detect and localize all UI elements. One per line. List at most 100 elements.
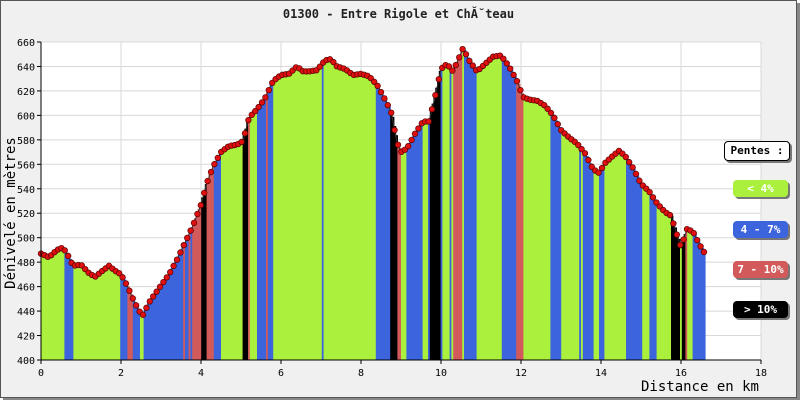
slope-strip bbox=[573, 141, 577, 360]
slope-strip bbox=[671, 215, 674, 360]
slope-strip bbox=[519, 88, 523, 360]
elevation-point bbox=[636, 177, 643, 184]
slope-strip bbox=[564, 133, 568, 360]
slope-strip bbox=[323, 60, 326, 360]
slope-strip bbox=[338, 66, 341, 361]
x-tick-label: 8 bbox=[358, 368, 364, 379]
y-tick-label: 600 bbox=[17, 111, 35, 122]
slope-strip bbox=[518, 83, 521, 361]
slope-strip bbox=[368, 76, 371, 361]
slope-strip bbox=[222, 149, 226, 360]
slope-strip bbox=[482, 65, 485, 361]
elevation-point bbox=[432, 92, 439, 99]
slope-strip bbox=[609, 157, 613, 360]
slope-strip bbox=[68, 255, 71, 360]
elevation-point bbox=[262, 94, 269, 101]
slope-strip bbox=[183, 242, 186, 360]
elevation-point bbox=[252, 108, 259, 115]
slope-strip bbox=[350, 73, 353, 360]
elevation-point bbox=[649, 194, 657, 201]
slope-strip bbox=[383, 95, 386, 361]
elevation-point bbox=[507, 65, 514, 72]
elevation-point bbox=[575, 141, 582, 149]
slope-strip bbox=[602, 164, 605, 360]
slope-strip bbox=[379, 89, 382, 361]
elevation-point bbox=[381, 95, 388, 102]
slope-strip bbox=[395, 135, 398, 360]
slope-strip bbox=[129, 290, 132, 360]
slope-strip bbox=[329, 59, 332, 360]
slope-strip bbox=[179, 250, 182, 360]
slope-strip bbox=[206, 178, 209, 360]
slope-strip bbox=[478, 68, 481, 361]
slope-strip bbox=[224, 147, 227, 360]
elevation-point bbox=[384, 102, 391, 109]
slope-strip bbox=[330, 59, 334, 360]
elevation-point bbox=[547, 109, 555, 117]
slope-strip bbox=[296, 66, 299, 360]
slope-strip bbox=[559, 127, 562, 360]
slope-strip bbox=[122, 276, 125, 360]
elevation-point bbox=[146, 298, 153, 305]
elevation-point bbox=[408, 136, 415, 144]
slope-strip bbox=[539, 102, 542, 360]
slope-strip bbox=[96, 273, 100, 360]
slope-strip bbox=[255, 109, 258, 361]
slope-strip bbox=[210, 169, 213, 360]
slope-strip bbox=[230, 145, 233, 360]
elevation-point bbox=[65, 252, 72, 260]
y-tick-label: 620 bbox=[17, 87, 35, 98]
slope-strip bbox=[464, 50, 467, 361]
elevation-point bbox=[156, 283, 164, 290]
slope-strip bbox=[102, 269, 105, 360]
slope-strip bbox=[345, 69, 348, 360]
elevation-point bbox=[653, 199, 660, 206]
slope-strip bbox=[186, 234, 190, 360]
slope-strip bbox=[392, 116, 395, 360]
slope-strip bbox=[51, 253, 55, 360]
slope-strip bbox=[352, 74, 355, 360]
slope-strip bbox=[638, 179, 641, 360]
slope-strip bbox=[347, 70, 350, 361]
slope-strip bbox=[597, 171, 600, 360]
elevation-point bbox=[500, 55, 507, 62]
slope-strip bbox=[260, 101, 263, 360]
x-tick-label: 10 bbox=[435, 368, 447, 379]
slope-strip bbox=[366, 75, 370, 361]
slope-strip bbox=[451, 69, 454, 361]
slope-strip bbox=[287, 73, 290, 360]
slope-strip bbox=[118, 272, 121, 360]
slope-strip bbox=[660, 206, 663, 360]
slope-strip bbox=[422, 121, 425, 360]
slope-strip bbox=[537, 101, 541, 360]
slope-strip bbox=[176, 257, 179, 360]
elevation-point bbox=[377, 88, 385, 96]
elevation-point bbox=[167, 269, 174, 276]
slope-strip bbox=[462, 50, 465, 361]
slope-strip bbox=[604, 161, 607, 360]
slope-strip bbox=[46, 256, 49, 360]
slope-strip bbox=[282, 74, 285, 360]
slope-strip bbox=[237, 143, 240, 360]
slope-strip bbox=[667, 213, 670, 360]
slope-strip bbox=[41, 253, 44, 360]
elevation-point bbox=[150, 293, 157, 300]
slope-strip bbox=[631, 165, 634, 360]
slope-strip bbox=[93, 275, 96, 360]
slope-strip bbox=[156, 289, 159, 360]
slope-strip bbox=[327, 59, 330, 361]
slope-strip bbox=[375, 83, 379, 360]
slope-strip bbox=[417, 127, 420, 360]
slope-strip bbox=[626, 157, 629, 360]
slope-strip bbox=[397, 143, 400, 360]
elevation-point bbox=[133, 302, 140, 309]
slope-strip bbox=[318, 66, 321, 360]
slope-strip bbox=[302, 70, 305, 361]
slope-strip bbox=[172, 264, 175, 360]
slope-strip bbox=[314, 70, 317, 360]
y-axis-label: Dénivelé en mètres bbox=[3, 137, 19, 289]
chart-title: 01300 - Entre Rigole et ChĂ˘teau bbox=[282, 7, 515, 21]
slope-strip bbox=[336, 65, 339, 360]
slope-strip bbox=[467, 57, 470, 360]
elevation-point bbox=[670, 220, 677, 227]
